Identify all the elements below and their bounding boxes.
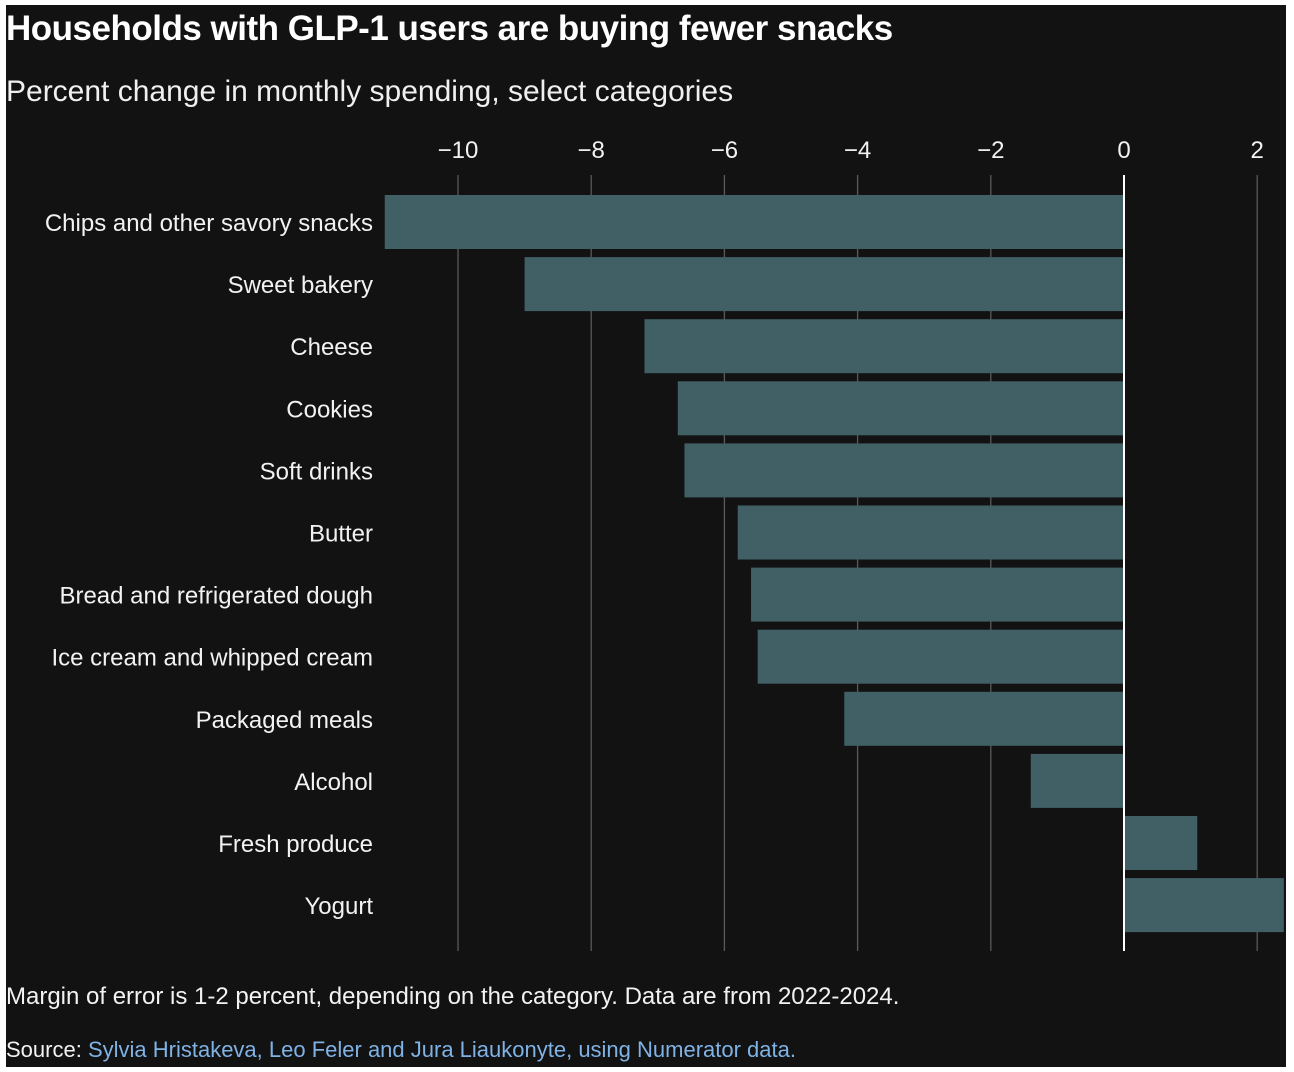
bar [1030,753,1124,808]
bar [737,505,1124,560]
category-label: Ice cream and whipped cream [52,645,374,672]
category-label: Soft drinks [260,458,373,485]
chart-frame: Households with GLP-1 users are buying f… [6,5,1286,1067]
bar [677,381,1124,436]
category-label: Cookies [286,396,373,423]
category-label: Alcohol [294,769,373,796]
source-link[interactable]: Sylvia Hristakeva, Leo Feler and Jura Li… [87,1037,796,1062]
bar [757,629,1124,684]
x-tick-label: 2 [1251,137,1264,164]
bar [844,691,1124,746]
bar [384,195,1124,249]
x-tick-label: −2 [977,137,1004,164]
category-label: Yogurt [304,893,373,920]
category-label: Cheese [290,334,373,361]
category-label: Bread and refrigerated dough [59,583,373,610]
bar [1124,816,1198,870]
category-label: Sweet bakery [228,272,373,299]
category-label: Chips and other savory snacks [45,210,373,237]
category-label: Fresh produce [218,831,373,858]
source-label: Source: [6,1037,82,1062]
bar [684,443,1124,498]
category-label: Butter [309,521,373,548]
x-tick-label: 0 [1117,137,1130,164]
chart-note: Margin of error is 1-2 percent, dependin… [6,983,900,1010]
x-tick-label: −6 [711,137,738,164]
x-tick-label: −10 [438,137,479,164]
chart-source: Source: Sylvia Hristakeva, Leo Feler and… [6,1037,796,1063]
bar [1124,878,1284,933]
x-tick-label: −4 [844,137,871,164]
category-label: Packaged meals [196,707,373,734]
bar [751,567,1124,622]
chart-subtitle: Percent change in monthly spending, sele… [6,75,734,108]
bar-chart: −10 −8 −6 −4 −2 0 2 Chips and other savory snac… [45,137,1284,951]
bar [644,319,1124,374]
x-tick-label: −8 [578,137,605,164]
bar [524,257,1124,312]
chart-title: Households with GLP-1 users are buying f… [6,9,893,48]
